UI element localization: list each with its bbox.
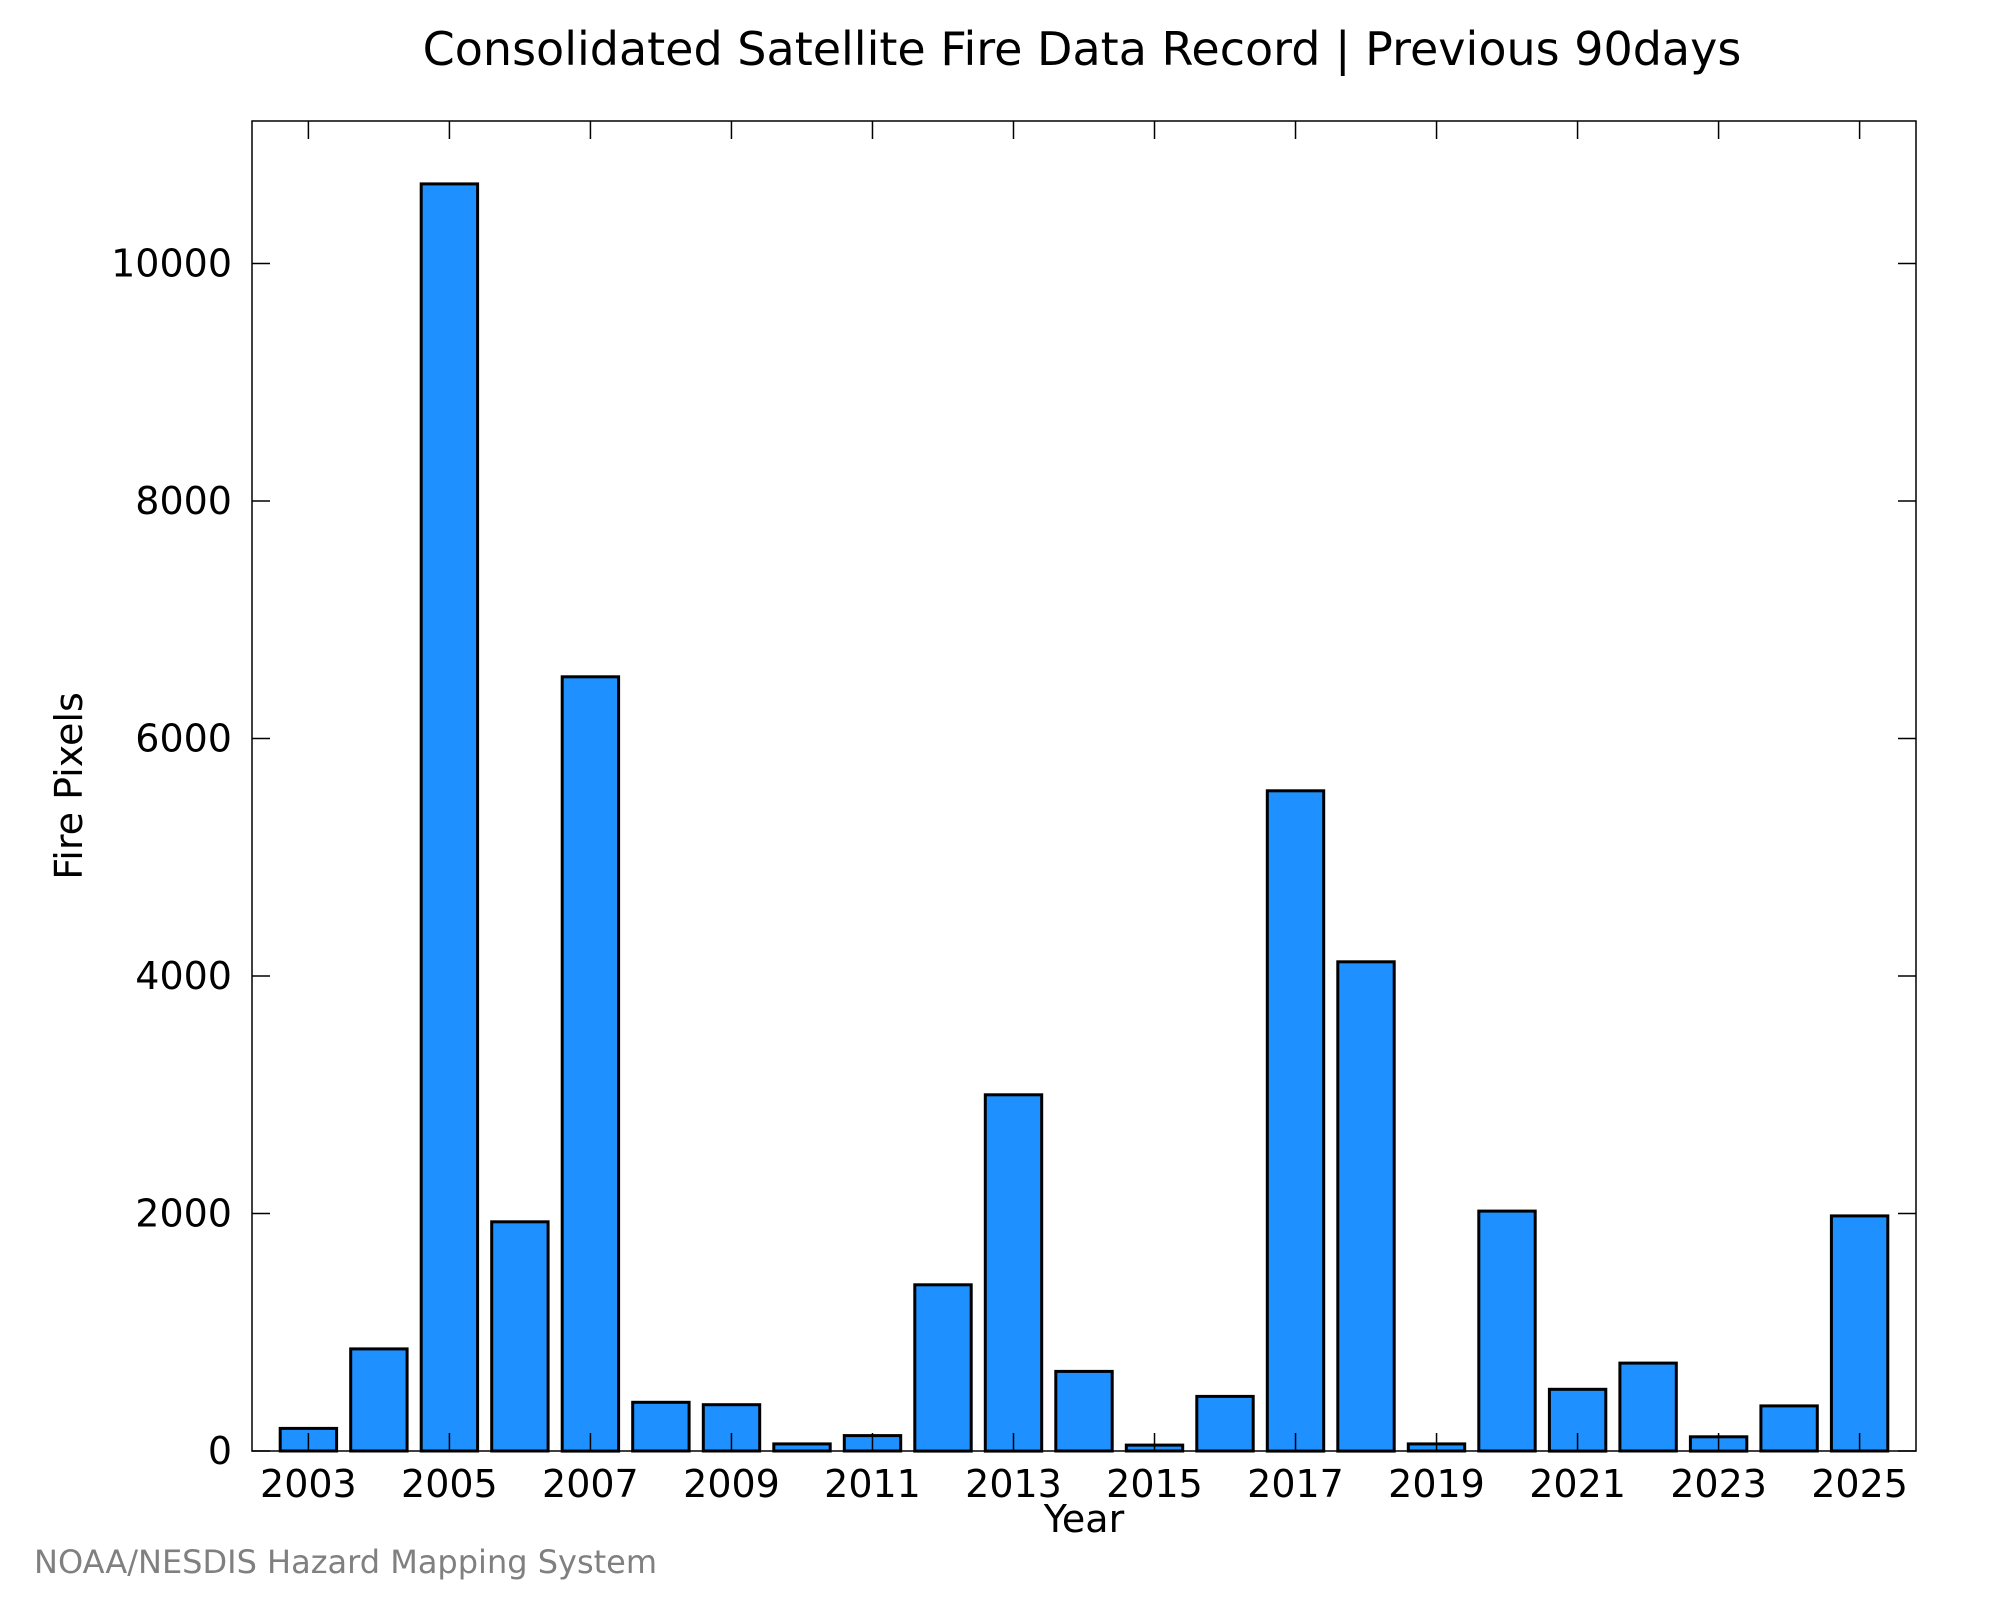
- bar-2006: [490, 1220, 550, 1453]
- bar-2004: [349, 1347, 409, 1453]
- bar-2008: [631, 1400, 691, 1453]
- y-tick-label-4000: 4000: [135, 954, 232, 998]
- x-tick-label-2025: 2025: [1811, 1462, 1908, 1506]
- bar-2017: [1265, 789, 1326, 1453]
- y-tick-labels: 0 2000 4000 6000 8000 10000: [111, 242, 232, 1474]
- bar-2010: [772, 1442, 832, 1453]
- bar-2012: [913, 1283, 973, 1453]
- bar-2009: [701, 1403, 762, 1453]
- y-tick-label-8000: 8000: [135, 479, 232, 523]
- y-axis-label: Fire Pixels: [47, 692, 91, 880]
- ticks-layer: [252, 121, 1916, 1452]
- chart-title: Consolidated Satellite Fire Data Record …: [423, 22, 1742, 77]
- x-tick-label-2007: 2007: [542, 1462, 639, 1506]
- x-tick-label-2005: 2005: [401, 1462, 498, 1506]
- x-tick-label-2009: 2009: [683, 1462, 780, 1506]
- bar-2024: [1759, 1404, 1819, 1453]
- x-tick-labels: 2003 2005 2007 2009 2011 2013 2015 2017 2019 2021…: [260, 1462, 1908, 1506]
- bar-2022: [1618, 1361, 1678, 1453]
- bar-2018: [1336, 960, 1396, 1453]
- x-tick-label-2013: 2013: [965, 1462, 1062, 1506]
- bar-2007: [560, 675, 621, 1453]
- y-tick-label-0: 0: [208, 1429, 232, 1473]
- y-tick-label-10000: 10000: [111, 242, 232, 286]
- plot-frame: [251, 120, 1917, 1452]
- x-tick-label-2011: 2011: [824, 1462, 921, 1506]
- x-tick-label-2003: 2003: [260, 1462, 357, 1506]
- y-tick-label-2000: 2000: [135, 1192, 232, 1236]
- bar-2013: [983, 1093, 1044, 1453]
- x-tick-label-2017: 2017: [1247, 1462, 1344, 1506]
- y-tick-label-6000: 6000: [135, 717, 232, 761]
- source-note: NOAA/NESDIS Hazard Mapping System: [34, 1543, 657, 1581]
- bars-layer: [278, 182, 1890, 1453]
- x-tick-label-2023: 2023: [1670, 1462, 1767, 1506]
- bar-2016: [1195, 1394, 1255, 1453]
- bar-2020: [1477, 1209, 1537, 1453]
- bar-2014: [1054, 1369, 1114, 1453]
- bar-2025: [1829, 1214, 1890, 1453]
- x-tick-label-2021: 2021: [1529, 1462, 1626, 1506]
- x-tick-label-2015: 2015: [1106, 1462, 1203, 1506]
- x-tick-label-2019: 2019: [1388, 1462, 1485, 1506]
- bar-2005: [419, 182, 480, 1453]
- x-axis-label: Year: [1043, 1497, 1125, 1541]
